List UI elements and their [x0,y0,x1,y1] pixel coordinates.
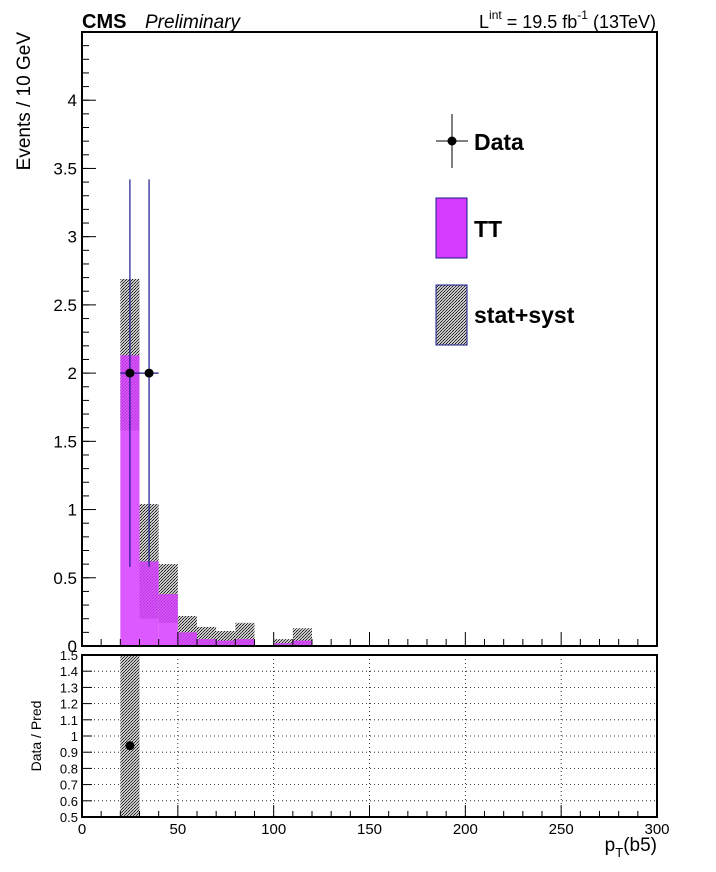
main-ytick-label-8: 4 [68,91,77,110]
ratio-ytick-label-6: 1.1 [60,713,78,728]
ratio-ytick-label-10: 1.5 [60,648,78,663]
data-point-1 [144,368,154,378]
main-ytick-label-0: 0 [68,637,77,656]
tt-bar-3 [177,632,197,646]
data-point-0 [125,368,135,378]
ratio-ytick-label-4: 0.9 [60,745,78,760]
ratio-ytick-label-0: 0.5 [60,810,78,825]
legend-tt-label: TT [474,216,502,242]
ratio-band-0 [120,655,140,817]
ratio-ytick-label-9: 1.4 [60,664,78,679]
lumi-exp: -1 [577,8,588,22]
ratio-x-axis: 0 50 100 150 200 250 300 [78,805,670,838]
ratio-ytick-label-5: 1 [71,729,78,744]
ratio-y-axis: 0.50.60.7 0.80.911.11.2 1.31.41.5 [60,648,92,825]
legend-syst-label: stat+syst [474,302,575,328]
main-y-axis: 0 0.5 1 1.5 2 2.5 3 3.5 4 [53,31,96,656]
lumi-label: Lint = 19.5 fb-1 (13TeV) [479,8,656,32]
legend-syst-swatch [435,284,468,346]
x-tick-label-6: 300 [644,821,669,838]
legend: Data TT stat+syst [435,114,575,346]
main-ytick-label-6: 3 [68,228,77,247]
main-ytick-label-5: 2.5 [53,296,77,315]
ratio-ytick-label-3: 0.8 [60,761,78,776]
lumi-sup: int [489,8,502,22]
main-plot-frame [81,31,658,647]
main-y-axis-label: Events / 10 GeV [14,32,35,171]
preliminary-label: Preliminary [145,12,242,33]
ratio-syst-band [120,655,140,817]
main-ytick-label-7: 3.5 [53,159,77,178]
tt-bar-2 [158,594,178,646]
x-tick-label-1: 50 [169,821,186,838]
tt-bar-5 [216,640,236,646]
ratio-ytick-label-8: 1.3 [60,680,78,695]
ratio-ytick-label-2: 0.7 [60,778,78,793]
legend-data-label: Data [474,129,524,155]
x-tick-label-3: 150 [357,821,382,838]
ratio-ytick-label-1: 0.6 [60,794,78,809]
ratio-point-0 [125,741,135,751]
ratio-ytick-label-7: 1.2 [60,697,78,712]
syst-band-7 [273,639,293,646]
x-axis-label: pT(b5) [605,835,657,860]
x-axis-label-tail: (b5) [623,835,657,856]
legend-data-marker [436,114,468,168]
ratio-plot: 0.50.60.7 0.80.911.11.2 1.31.41.5 0 50 100 15… [28,648,670,860]
x-tick-label-0: 0 [78,821,86,838]
main-ytick-label-2: 1 [68,501,77,520]
x-tick-label-5: 250 [549,821,574,838]
tt-histogram [82,355,657,647]
lumi-prefix: L [479,12,489,32]
tt-bar-7 [273,643,293,646]
x-tick-label-4: 200 [453,821,478,838]
legend-tt-swatch [435,197,468,259]
ratio-points [125,741,135,751]
tt-bar-8 [292,640,312,646]
data-points [120,179,159,567]
x-tick-label-2: 100 [261,821,286,838]
cms-label: CMS [82,11,126,33]
lumi-energy: (13TeV) [588,12,656,32]
tt-bar-6 [235,639,255,646]
main-ytick-label-4: 2 [68,364,77,383]
tt-bar-4 [197,639,217,646]
x-axis-label-main: p [605,835,616,856]
ratio-y-axis-label: Data / Pred [28,701,44,772]
main-ytick-label-1: 0.5 [53,569,77,588]
tt-bar-1 [139,561,159,646]
main-ytick-label-3: 1.5 [53,432,77,451]
ratio-grid [81,654,658,818]
main-plot: 0 0.5 1 1.5 2 2.5 3 3.5 4 Events / 10 GeV [14,31,658,656]
lumi-value: = 19.5 fb [502,12,578,32]
x-axis-label-sub: T [615,845,623,860]
main-x-axis [81,632,658,646]
